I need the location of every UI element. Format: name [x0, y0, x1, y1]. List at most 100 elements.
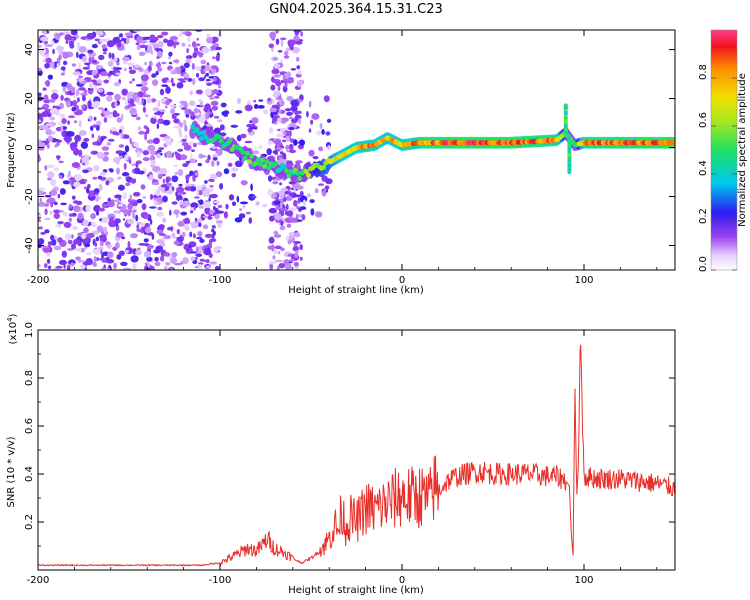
speckle	[195, 246, 199, 253]
speckle	[277, 50, 283, 53]
speckle	[128, 159, 132, 164]
speckle	[184, 124, 188, 132]
speckle	[93, 191, 99, 195]
speckle	[129, 80, 133, 84]
speckle	[178, 133, 183, 138]
speckle	[234, 160, 243, 168]
speckle	[72, 99, 77, 107]
speckle	[205, 72, 209, 77]
speckle	[198, 51, 204, 58]
speckle	[322, 188, 327, 193]
speckle	[202, 215, 210, 219]
speckle	[65, 131, 74, 137]
speckle	[51, 95, 56, 99]
speckle	[277, 85, 281, 92]
speckle	[38, 44, 42, 48]
speckle	[92, 59, 98, 64]
speckle	[106, 91, 114, 96]
speckle	[113, 262, 117, 270]
speckle	[296, 65, 301, 70]
speckle	[192, 52, 198, 59]
speckle	[78, 78, 85, 82]
speckle	[60, 72, 65, 76]
speckle	[99, 235, 108, 243]
speckle	[88, 115, 93, 122]
speckle	[297, 197, 301, 204]
speckle	[116, 254, 122, 260]
speckle	[112, 131, 119, 136]
speckle	[167, 39, 175, 47]
speckle	[142, 94, 151, 98]
speckle	[121, 96, 126, 101]
speckle	[275, 196, 279, 201]
colorbar: 0.0 0.2 0.4 0.6 0.8 Normalized spectral ampl…	[698, 29, 748, 272]
speckle	[82, 66, 90, 70]
speckle	[86, 32, 95, 40]
speckle	[72, 226, 78, 231]
speckle	[312, 156, 319, 160]
speckle	[297, 70, 302, 75]
speckle	[88, 190, 96, 198]
speckle	[230, 124, 238, 128]
snr-y-multiplier: (x104)	[6, 313, 19, 344]
speckle	[47, 244, 52, 248]
speckle	[257, 105, 265, 109]
speckle	[45, 128, 53, 136]
speckle	[209, 185, 214, 188]
speckle	[197, 263, 202, 270]
speckle	[141, 203, 147, 211]
speckle	[96, 152, 105, 159]
speckle	[211, 67, 217, 75]
speckle	[103, 117, 108, 123]
speckle	[135, 214, 139, 222]
speckle	[68, 217, 72, 222]
snr-series-line	[38, 344, 675, 567]
speckle	[40, 232, 46, 235]
speckle	[198, 155, 207, 158]
speckle	[195, 112, 200, 116]
speckle	[269, 31, 277, 39]
speckle	[165, 105, 168, 109]
speckle	[137, 91, 144, 98]
speckle	[269, 262, 274, 270]
speckle	[76, 88, 80, 96]
ridge-point	[257, 161, 263, 167]
speckle	[38, 147, 45, 151]
speckle	[286, 96, 294, 102]
speckle	[220, 102, 227, 108]
speckle	[56, 155, 60, 161]
speckle	[146, 97, 152, 104]
speckle	[247, 100, 252, 106]
speckle	[56, 45, 64, 52]
speckle	[87, 183, 91, 189]
speckle	[196, 188, 200, 196]
speckle	[285, 144, 290, 150]
speckle	[280, 247, 285, 252]
speckle	[91, 230, 100, 235]
speckle	[67, 120, 70, 125]
speckle	[143, 250, 151, 258]
speckle	[38, 141, 43, 148]
speckle	[132, 192, 140, 197]
speckle	[272, 248, 278, 255]
speckle	[130, 255, 139, 263]
speckle	[66, 264, 71, 270]
speckle	[293, 232, 301, 238]
speckle	[267, 188, 274, 196]
ridge-point	[247, 159, 252, 165]
colorbar-gradient	[711, 30, 737, 270]
speckle	[58, 174, 63, 179]
speckle	[239, 208, 242, 211]
speckle	[98, 246, 104, 250]
speckle	[285, 195, 293, 201]
speckle	[219, 183, 224, 190]
speckle	[60, 94, 64, 101]
speckle	[296, 214, 303, 218]
speckle	[211, 225, 216, 229]
speckle	[169, 104, 177, 108]
speckle	[181, 231, 186, 238]
speckle	[278, 263, 286, 269]
speckle	[199, 238, 205, 243]
speckle	[57, 193, 61, 199]
speckle	[268, 236, 275, 244]
